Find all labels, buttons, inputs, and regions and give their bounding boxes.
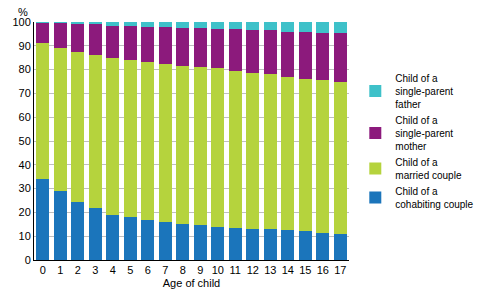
svg-text:15: 15 xyxy=(299,264,311,276)
svg-text:30: 30 xyxy=(19,182,31,194)
svg-text:6: 6 xyxy=(145,264,151,276)
svg-text:60: 60 xyxy=(19,111,31,123)
svg-text:50: 50 xyxy=(19,135,31,147)
svg-text:4: 4 xyxy=(110,264,116,276)
svg-text:16: 16 xyxy=(317,264,329,276)
svg-text:%: % xyxy=(18,6,28,18)
svg-text:Child of asingle-parentmother: Child of asingle-parentmother xyxy=(395,115,453,152)
svg-text:20: 20 xyxy=(19,206,31,218)
svg-text:Child of amarried couple: Child of amarried couple xyxy=(395,157,462,181)
svg-text:7: 7 xyxy=(162,264,168,276)
svg-text:14: 14 xyxy=(282,264,294,276)
svg-text:Age of child: Age of child xyxy=(163,277,220,289)
svg-text:11: 11 xyxy=(230,264,241,276)
svg-text:100: 100 xyxy=(12,16,30,28)
svg-text:1: 1 xyxy=(57,264,63,276)
svg-text:0: 0 xyxy=(25,254,31,266)
svg-text:2: 2 xyxy=(75,264,81,276)
svg-text:8: 8 xyxy=(180,264,186,276)
svg-text:17: 17 xyxy=(334,264,346,276)
svg-text:90: 90 xyxy=(19,40,31,52)
svg-text:0: 0 xyxy=(40,264,46,276)
svg-text:70: 70 xyxy=(19,87,31,99)
svg-text:10: 10 xyxy=(19,230,31,242)
svg-text:13: 13 xyxy=(264,264,276,276)
svg-text:Child of acohabiting couple: Child of acohabiting couple xyxy=(395,186,473,210)
svg-text:40: 40 xyxy=(19,159,31,171)
svg-text:9: 9 xyxy=(197,264,203,276)
svg-text:10: 10 xyxy=(212,264,224,276)
svg-text:12: 12 xyxy=(247,264,259,276)
svg-text:5: 5 xyxy=(127,264,133,276)
svg-text:3: 3 xyxy=(92,264,98,276)
svg-text:Child of asingle-parentfather: Child of asingle-parentfather xyxy=(395,73,453,110)
svg-text:80: 80 xyxy=(19,63,31,75)
